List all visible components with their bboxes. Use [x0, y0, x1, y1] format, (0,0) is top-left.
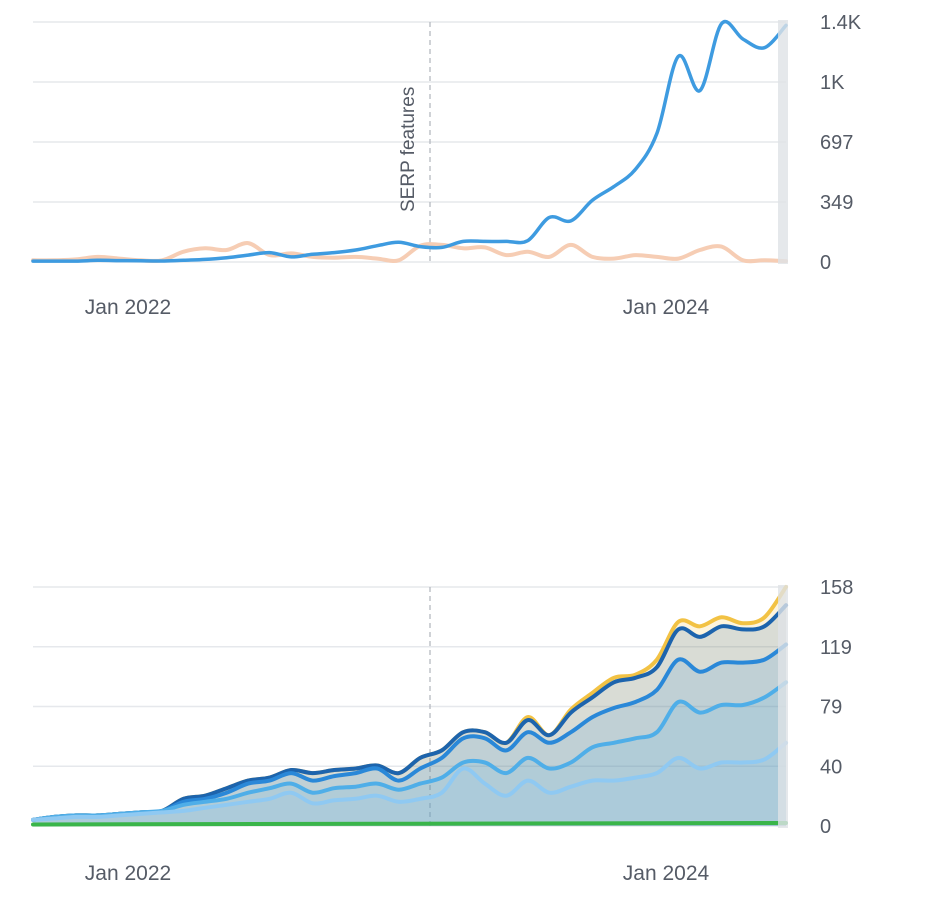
y-tick-label: 1.4K [820, 12, 862, 34]
y-tick-label: 1K [820, 72, 845, 94]
current-period-bar [778, 20, 788, 264]
keywords-chart: 0 40 79 119 158 Jan 2022 Jan 2024 [0, 560, 932, 900]
x-tick-label: Jan 2022 [85, 296, 171, 319]
keywords-chart-svg: 0 40 79 119 158 Jan 2022 Jan 2024 [31, 577, 853, 885]
x-tick-label: Jan 2022 [85, 862, 171, 885]
y-tick-label: 0 [820, 816, 831, 838]
y-tick-label: 79 [820, 697, 842, 719]
y-tick-label: 119 [820, 637, 852, 659]
y-tick-label: 349 [820, 192, 853, 214]
x-tick-label: Jan 2024 [623, 296, 710, 319]
current-period-bar [778, 585, 788, 828]
series-line[interactable] [31, 740, 788, 822]
x-tick-label: Jan 2024 [623, 862, 710, 885]
organic-traffic-chart: 0 349 697 1K 1.4K SERP features Jan 2022 Jan 20… [0, 0, 932, 330]
event-annotation-label: SERP features [398, 87, 419, 212]
y-tick-label: 158 [820, 577, 853, 599]
traffic-chart-svg: 0 349 697 1K 1.4K SERP features Jan 2022 Jan 20… [31, 12, 862, 319]
series-area [33, 605, 786, 826]
series-line[interactable] [31, 19, 788, 263]
series-line[interactable] [31, 821, 788, 827]
y-tick-label: 40 [820, 756, 842, 778]
y-tick-label: 0 [820, 252, 831, 274]
series-area [33, 742, 786, 826]
y-tick-label: 697 [820, 132, 853, 154]
series-area [33, 587, 786, 826]
series-area [33, 682, 786, 826]
